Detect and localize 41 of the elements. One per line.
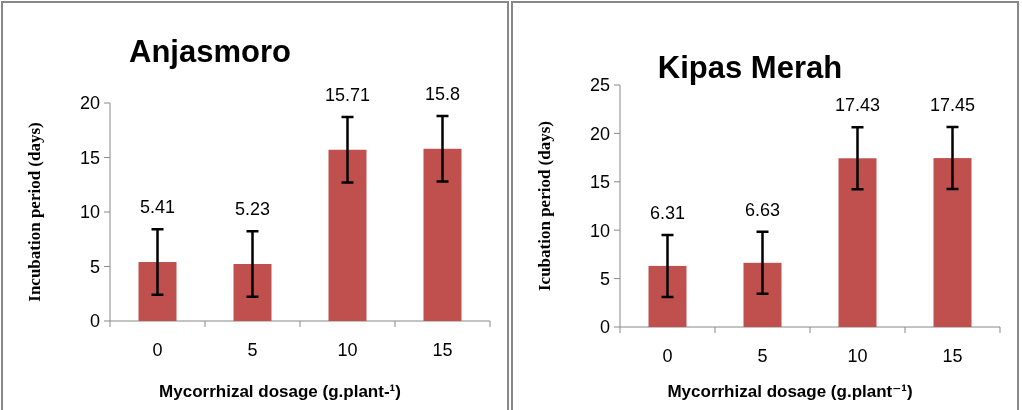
y-tick-label: 10 bbox=[79, 202, 100, 223]
bar bbox=[933, 158, 972, 327]
bar bbox=[233, 263, 272, 321]
x-axis-title: Mycorrhizal dosage (g.plant-¹) bbox=[159, 382, 401, 401]
y-tick-label: 20 bbox=[589, 123, 610, 144]
y-tick-label: 5 bbox=[599, 268, 610, 289]
y-tick-label: 15 bbox=[589, 172, 610, 193]
y-axis-title: Icubation period (days) bbox=[535, 120, 554, 292]
data-label: 6.63 bbox=[744, 199, 781, 220]
y-tick-label: 0 bbox=[599, 317, 610, 338]
bar bbox=[423, 148, 462, 321]
x-tick-label: 0 bbox=[662, 346, 673, 366]
y-tick-label: 20 bbox=[79, 93, 100, 114]
bar bbox=[138, 262, 177, 321]
x-tick-label: 5 bbox=[757, 346, 768, 366]
x-tick-label: 5 bbox=[247, 340, 258, 360]
y-tick-label: 15 bbox=[79, 147, 100, 168]
chart-title: Kipas Merah bbox=[657, 50, 843, 85]
data-label: 15.8 bbox=[424, 84, 461, 105]
data-label: 5.23 bbox=[234, 199, 271, 220]
bar bbox=[328, 149, 367, 321]
data-label: 17.43 bbox=[834, 95, 881, 116]
x-tick-label: 10 bbox=[337, 340, 358, 360]
x-tick-label: 10 bbox=[847, 346, 868, 366]
data-label: 6.31 bbox=[649, 202, 686, 223]
x-tick-label: 0 bbox=[152, 340, 163, 360]
chart-title: Anjasmoro bbox=[129, 34, 291, 69]
y-tick-label: 0 bbox=[89, 311, 100, 332]
data-label: 5.41 bbox=[139, 197, 176, 218]
y-axis-title: Incubation period (days) bbox=[25, 122, 44, 302]
x-tick-label: 15 bbox=[432, 340, 453, 360]
data-label: 17.45 bbox=[929, 95, 976, 116]
y-tick-label: 10 bbox=[589, 220, 610, 241]
bar bbox=[743, 262, 782, 327]
data-label: 15.71 bbox=[324, 85, 371, 106]
x-axis-title: Mycorrhizal dosage (g.plant⁻¹) bbox=[667, 382, 913, 401]
x-tick-label: 15 bbox=[942, 346, 963, 366]
y-tick-label: 5 bbox=[89, 256, 100, 277]
bar bbox=[838, 158, 877, 327]
y-tick-label: 25 bbox=[589, 75, 610, 96]
bar bbox=[648, 265, 687, 327]
